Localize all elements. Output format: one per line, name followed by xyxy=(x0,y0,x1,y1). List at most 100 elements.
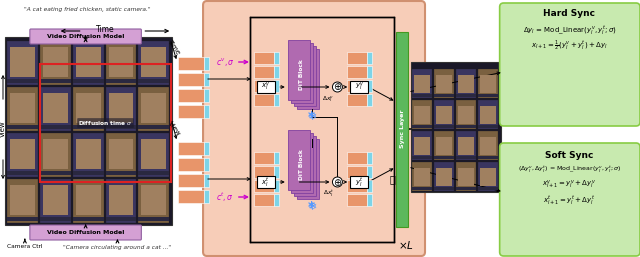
Bar xyxy=(274,152,278,164)
Text: $y_l^v$: $y_l^v$ xyxy=(355,81,364,93)
Text: $\Delta x_l^v$: $\Delta x_l^v$ xyxy=(323,94,335,104)
Bar xyxy=(178,173,204,187)
Bar xyxy=(40,125,70,129)
Bar xyxy=(73,87,104,131)
Bar xyxy=(204,57,209,69)
Bar xyxy=(7,87,38,131)
Bar xyxy=(138,133,169,177)
Bar xyxy=(412,100,432,129)
Text: Soft Sync: Soft Sync xyxy=(545,151,593,160)
Text: $x_l^v$: $x_l^v$ xyxy=(261,81,271,93)
Bar xyxy=(178,105,204,117)
Bar xyxy=(456,94,476,97)
Bar xyxy=(478,156,498,159)
Bar xyxy=(291,133,312,193)
Bar xyxy=(204,189,209,203)
Bar xyxy=(178,158,204,170)
Bar xyxy=(414,106,430,124)
Bar xyxy=(412,162,432,191)
Bar xyxy=(478,187,498,190)
Bar xyxy=(73,79,104,83)
Bar xyxy=(478,69,498,98)
Bar xyxy=(291,43,312,103)
Bar xyxy=(106,87,136,131)
Text: Camera Ctrl: Camera Ctrl xyxy=(7,243,43,249)
Circle shape xyxy=(332,177,342,187)
Bar xyxy=(204,72,209,86)
Bar xyxy=(76,93,100,123)
Bar xyxy=(456,131,476,160)
Text: Sync Layer: Sync Layer xyxy=(399,110,404,148)
Bar xyxy=(348,180,367,192)
Bar xyxy=(294,46,316,106)
Bar xyxy=(412,94,432,97)
Text: DiT Block: DiT Block xyxy=(299,60,304,90)
Text: $c^v, \sigma$: $c^v, \sigma$ xyxy=(216,56,235,68)
Bar xyxy=(287,130,310,190)
Bar xyxy=(274,80,278,92)
Bar xyxy=(204,142,209,154)
Bar xyxy=(412,156,432,159)
Text: Hard Sync: Hard Sync xyxy=(543,10,595,19)
Text: $x_{l+1}^v = y_l^v + \Delta y_l^v$: $x_{l+1}^v = y_l^v + \Delta y_l^v$ xyxy=(542,179,596,191)
Bar xyxy=(274,180,278,192)
Bar xyxy=(480,75,495,93)
Text: $(\Delta y_l^v, \Delta y_l^t)$ = Mod_Linear$(y_l^v, y_l^t; \sigma)$: $(\Delta y_l^v, \Delta y_l^t)$ = Mod_Lin… xyxy=(518,165,621,175)
Bar xyxy=(274,94,278,106)
Bar xyxy=(204,88,209,102)
Bar xyxy=(274,52,278,64)
Text: $\oplus$: $\oplus$ xyxy=(333,177,342,188)
Bar xyxy=(76,185,100,215)
Bar xyxy=(40,133,70,177)
Bar xyxy=(367,180,372,192)
Bar xyxy=(10,139,35,169)
Bar xyxy=(296,139,319,199)
Bar xyxy=(350,81,368,93)
Bar xyxy=(254,52,274,64)
Bar xyxy=(412,131,432,160)
Text: $x_l^t$: $x_l^t$ xyxy=(261,176,270,188)
Bar xyxy=(109,139,133,169)
Bar xyxy=(204,105,209,117)
Bar xyxy=(434,162,454,191)
Bar xyxy=(204,158,209,170)
Bar xyxy=(141,139,166,169)
Text: View: View xyxy=(0,121,6,137)
Bar xyxy=(367,52,372,64)
Text: *: * xyxy=(308,110,315,124)
Bar xyxy=(109,93,133,123)
FancyBboxPatch shape xyxy=(500,3,640,126)
Bar xyxy=(456,125,476,128)
Bar xyxy=(7,133,38,177)
Bar xyxy=(7,125,38,129)
Bar xyxy=(254,166,274,178)
Bar xyxy=(106,171,136,175)
Bar xyxy=(204,173,209,187)
Text: ❄: ❄ xyxy=(307,202,316,212)
Bar xyxy=(178,189,204,203)
Bar xyxy=(396,32,408,227)
Bar xyxy=(348,52,367,64)
FancyBboxPatch shape xyxy=(30,225,141,240)
Bar xyxy=(10,47,35,77)
Bar xyxy=(434,125,454,128)
Bar xyxy=(73,133,104,177)
Bar xyxy=(458,75,474,93)
Text: Video Diffusion Model: Video Diffusion Model xyxy=(47,230,124,235)
Bar xyxy=(436,75,452,93)
Text: $\Delta y_l$ = Mod_Linear$(y_l^v, y_l^t; \sigma)$: $\Delta y_l$ = Mod_Linear$(y_l^v, y_l^t;… xyxy=(522,23,616,35)
Bar xyxy=(7,217,38,221)
Bar xyxy=(436,137,452,155)
Bar xyxy=(7,41,38,85)
Bar xyxy=(40,171,70,175)
Bar xyxy=(274,166,278,178)
Bar xyxy=(254,94,274,106)
Text: Time: Time xyxy=(96,24,115,33)
Bar xyxy=(138,87,169,131)
Bar xyxy=(296,49,319,109)
Bar xyxy=(73,125,104,129)
Bar xyxy=(106,41,136,85)
Bar xyxy=(414,168,430,186)
Bar xyxy=(412,187,432,190)
Bar xyxy=(10,93,35,123)
